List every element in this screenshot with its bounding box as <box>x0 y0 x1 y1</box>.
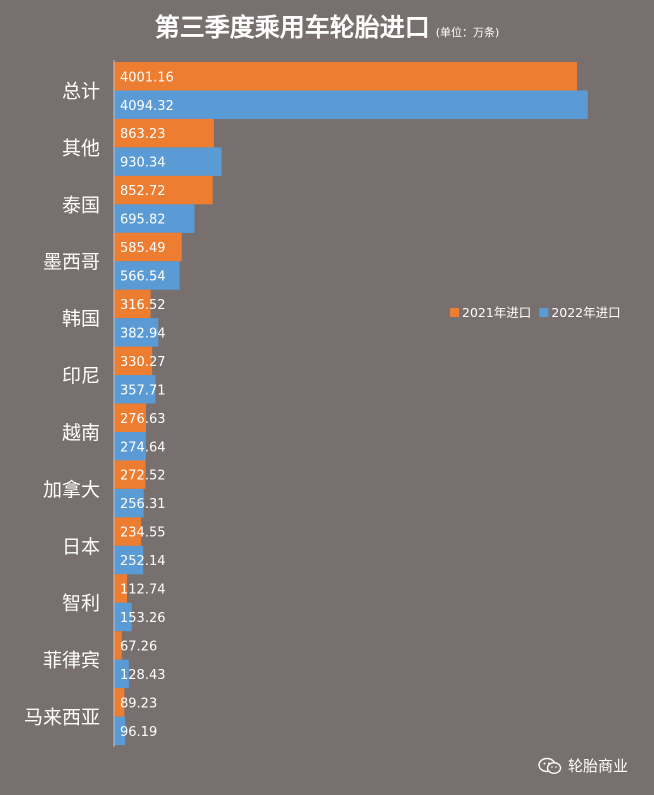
legend-swatch <box>539 308 549 317</box>
bar <box>114 62 577 91</box>
data-label: 128.43 <box>120 668 166 683</box>
data-label: 382.94 <box>120 326 166 341</box>
bar <box>114 432 146 461</box>
bar <box>114 716 126 746</box>
chart-subtitle: (单位：万条) <box>435 26 500 39</box>
bar <box>114 175 213 205</box>
chart-title-block: 第三季度乘用车轮胎进口 (单位：万条) <box>0 8 654 44</box>
chart-title: 第三季度乘用车轮胎进口 <box>154 13 430 42</box>
data-label: 330.27 <box>120 355 166 370</box>
bar <box>114 545 144 575</box>
bar <box>114 574 128 603</box>
legend-label: 2021年进口 <box>462 305 531 320</box>
bar <box>114 488 144 518</box>
bar <box>114 602 132 632</box>
data-label: 67.26 <box>120 639 157 654</box>
data-label: 89.23 <box>120 696 157 711</box>
data-label: 256.31 <box>120 497 166 512</box>
data-label: 585.49 <box>120 241 166 256</box>
data-label: 234.55 <box>120 526 166 541</box>
bar <box>114 346 153 376</box>
watermark: 轮胎商业 <box>538 755 628 776</box>
wechat-icon <box>538 757 562 774</box>
data-label: 252.14 <box>120 554 166 569</box>
bar <box>114 289 151 319</box>
watermark-text: 轮胎商业 <box>568 757 629 775</box>
data-label: 357.71 <box>120 383 166 398</box>
bar <box>114 375 156 404</box>
category-label: 菲律宾 <box>43 650 100 672</box>
category-label: 越南 <box>62 422 100 444</box>
data-label: 274.64 <box>120 440 166 455</box>
bar <box>114 688 125 717</box>
data-label: 276.63 <box>120 412 166 427</box>
data-label: 863.23 <box>120 127 166 142</box>
category-label: 泰国 <box>62 194 100 216</box>
category-label: 韩国 <box>62 308 100 330</box>
bar <box>114 403 147 432</box>
bar <box>114 460 146 489</box>
bar <box>114 659 129 689</box>
data-label: 852.72 <box>120 184 166 199</box>
category-label: 墨西哥 <box>43 251 100 273</box>
category-label: 印尼 <box>62 365 100 387</box>
bar <box>114 204 195 233</box>
data-label: 96.19 <box>120 725 157 740</box>
category-label: 加拿大 <box>43 478 100 501</box>
category-label: 其他 <box>62 137 100 159</box>
bar <box>114 261 180 290</box>
data-label: 4001.16 <box>120 70 174 85</box>
category-label: 总计 <box>62 80 100 102</box>
legend-label: 2022年进口 <box>551 305 620 320</box>
data-label: 316.52 <box>120 298 166 313</box>
category-label: 马来西亚 <box>24 707 100 729</box>
category-label: 智利 <box>62 593 100 615</box>
bar <box>114 631 122 660</box>
bar <box>114 318 159 347</box>
data-label: 4094.32 <box>120 99 174 114</box>
data-label: 153.26 <box>120 611 166 626</box>
data-label: 695.82 <box>120 213 166 228</box>
bar <box>114 517 142 546</box>
bar <box>114 147 222 176</box>
bar <box>114 118 214 148</box>
data-label: 112.74 <box>120 583 166 598</box>
bar <box>114 90 588 119</box>
data-label: 930.34 <box>120 156 166 171</box>
data-label: 272.52 <box>120 469 166 484</box>
category-label: 日本 <box>62 536 100 558</box>
data-label: 566.54 <box>120 270 166 285</box>
bar <box>114 232 182 262</box>
legend-swatch <box>450 308 459 317</box>
